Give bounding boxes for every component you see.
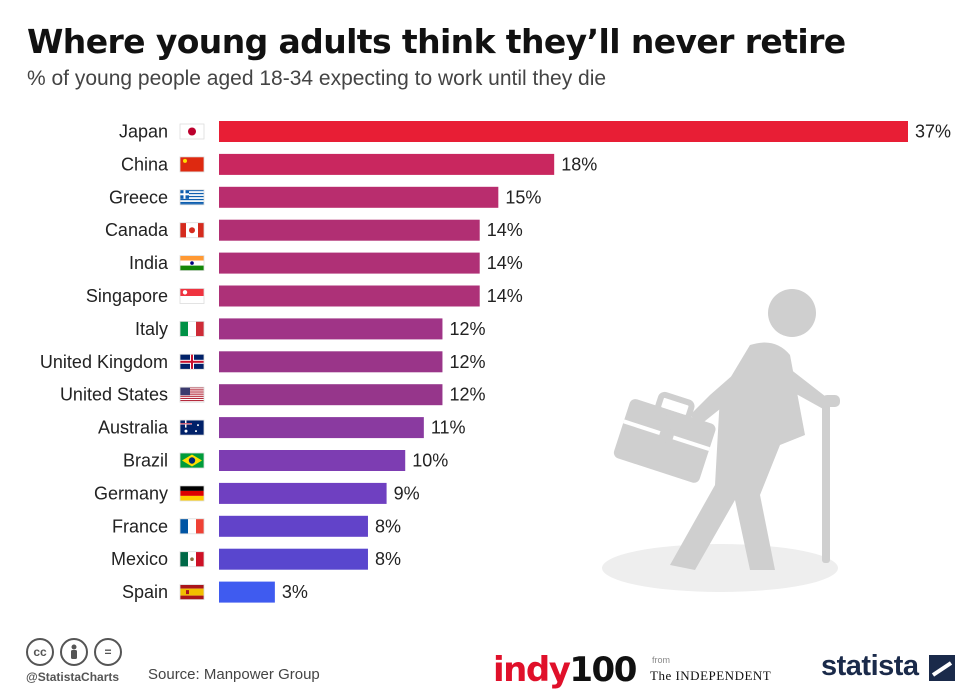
bar-canada: [219, 219, 480, 241]
bar-india: [219, 252, 480, 274]
value-label: 12%: [449, 385, 485, 405]
indy100-logo-text: indy: [493, 650, 571, 690]
value-label: 12%: [449, 319, 485, 339]
value-label: 37%: [915, 122, 951, 142]
china-flag-icon: [179, 156, 205, 173]
independent-logo: The INDEPENDENT: [650, 668, 772, 683]
value-label: 3%: [282, 582, 308, 602]
bar-spain: [219, 581, 275, 603]
us-flag-icon: [179, 386, 205, 403]
category-label: Greece: [109, 187, 168, 207]
singapore-flag-icon: [179, 288, 205, 304]
nd-icon: =: [94, 638, 122, 666]
indy100-logo-number: 100: [569, 650, 637, 690]
bar-australia: [219, 417, 424, 439]
brazil-flag-icon: [179, 452, 205, 469]
source-text: Source: Manpower Group: [148, 666, 320, 683]
category-label: Germany: [94, 483, 168, 503]
category-label: Mexico: [111, 549, 168, 569]
value-label: 10%: [412, 451, 448, 471]
value-label: 8%: [375, 516, 401, 536]
india-flag-icon: [179, 255, 205, 272]
germany-flag-icon: [179, 485, 205, 502]
elderly-worker-illustration: [602, 289, 840, 592]
page-subtitle: % of young people aged 18-34 expecting t…: [27, 67, 607, 90]
bar-france: [219, 515, 368, 537]
bar-germany: [219, 482, 387, 504]
category-label: France: [112, 516, 168, 536]
australia-flag-icon: [179, 419, 205, 436]
license-icons: cc =: [26, 638, 122, 666]
category-label: Japan: [119, 122, 168, 142]
category-label: United Kingdom: [40, 352, 168, 372]
bar-japan: [219, 121, 908, 142]
spain-flag-icon: [179, 584, 205, 600]
statista-logo: statista: [821, 650, 919, 682]
page-title: Where young adults think they’ll never r…: [27, 22, 846, 61]
indy100-logo: indy100: [493, 650, 637, 690]
footer: cc = @StatistaCharts Source: Manpower Gr…: [0, 630, 980, 698]
statista-handle: @StatistaCharts: [26, 670, 120, 684]
bar-china: [219, 153, 555, 175]
italy-flag-icon: [179, 320, 205, 337]
greece-flag-icon: [179, 189, 205, 206]
from-label: from: [652, 655, 670, 665]
value-label: 8%: [375, 549, 401, 569]
value-label: 11%: [431, 418, 466, 438]
category-label: United States: [60, 385, 168, 405]
france-flag-icon: [179, 518, 205, 535]
mexico-flag-icon: [179, 551, 205, 568]
statista-logo-icon: [929, 655, 955, 681]
uk-flag-icon: [179, 353, 205, 370]
japan-flag-icon: [179, 123, 205, 140]
category-label: Italy: [135, 319, 168, 339]
category-label: Canada: [105, 220, 169, 240]
value-label: 14%: [487, 253, 523, 273]
value-label: 18%: [561, 154, 597, 174]
category-label: China: [121, 154, 169, 174]
value-label: 12%: [449, 352, 485, 372]
by-icon: [60, 638, 88, 666]
category-label: Australia: [98, 418, 169, 438]
bar-united-states: [219, 384, 443, 406]
value-label: 14%: [487, 220, 523, 240]
bar-mexico: [219, 548, 368, 570]
category-label: Singapore: [86, 286, 168, 306]
value-label: 15%: [505, 187, 541, 207]
bar-united-kingdom: [219, 351, 443, 373]
bar-singapore: [219, 285, 480, 307]
bar-brazil: [219, 450, 406, 471]
bar-italy: [219, 318, 443, 340]
category-label: Spain: [122, 582, 168, 602]
cc-icon: cc: [26, 638, 54, 666]
value-label: 14%: [487, 286, 523, 306]
bar-chart: Japan 37% China 18% Greece 15% Canada 14% India 1…: [40, 121, 951, 603]
category-label: Brazil: [123, 451, 168, 471]
bar-greece: [219, 186, 499, 208]
canada-flag-icon: [179, 222, 205, 239]
category-label: India: [129, 253, 169, 273]
value-label: 9%: [394, 483, 420, 503]
